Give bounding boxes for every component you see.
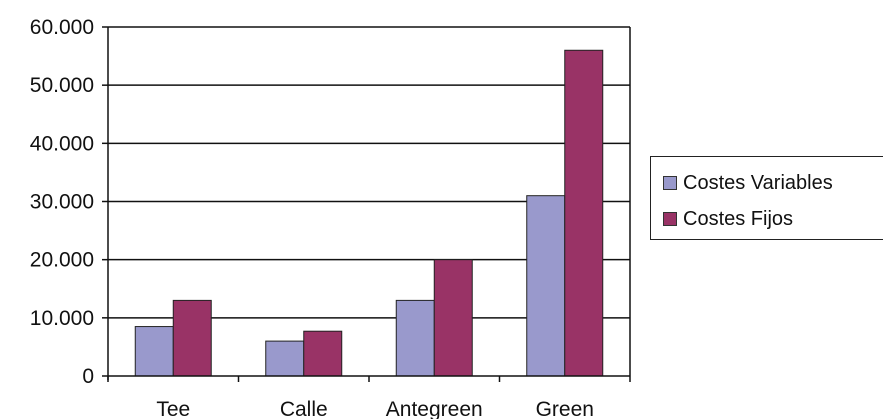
x-tick-label-0: Tee — [156, 398, 190, 419]
bar-costes-variables-3 — [526, 195, 566, 377]
x-tick-label-2: Antegreen — [386, 398, 483, 419]
x-tick-label-1: Calle — [280, 398, 328, 419]
y-tick-label-1: 10.000 — [30, 307, 94, 330]
y-tick-label-0: 0 — [82, 365, 94, 388]
bar-costes-variables-2 — [395, 299, 435, 377]
y-tick-label-3: 30.000 — [30, 191, 94, 214]
y-tick-label-2: 20.000 — [30, 249, 94, 272]
bar-costes-fijos-0 — [172, 299, 212, 377]
x-tick-label-3: Green — [536, 398, 594, 419]
bar-costes-fijos-2 — [433, 259, 473, 377]
y-tick-label-5: 50.000 — [30, 74, 94, 97]
axes — [102, 26, 631, 382]
legend-item-costes-variables: Costes Variables — [663, 171, 833, 195]
legend-label-costes-fijos: Costes Fijos — [683, 207, 794, 230]
y-tick-label-6: 60.000 — [30, 16, 94, 39]
bar-costes-fijos-3 — [564, 49, 604, 377]
bar-costes-fijos-1 — [303, 330, 343, 377]
legend-swatch-costes-variables — [663, 176, 677, 190]
y-tick-label-4: 40.000 — [30, 132, 94, 155]
legend: Costes Variables Costes Fijos — [650, 156, 883, 240]
legend-item-costes-fijos: Costes Fijos — [663, 207, 793, 231]
bar-costes-variables-1 — [265, 340, 305, 377]
legend-swatch-costes-fijos — [663, 212, 677, 226]
tick-labels: 0 10.000 20.000 30.000 40.000 50.000 60.000 Tee… — [30, 16, 594, 419]
bar-costes-variables-0 — [134, 326, 174, 377]
legend-label-costes-variables: Costes Variables — [683, 171, 833, 194]
bars — [134, 49, 604, 377]
